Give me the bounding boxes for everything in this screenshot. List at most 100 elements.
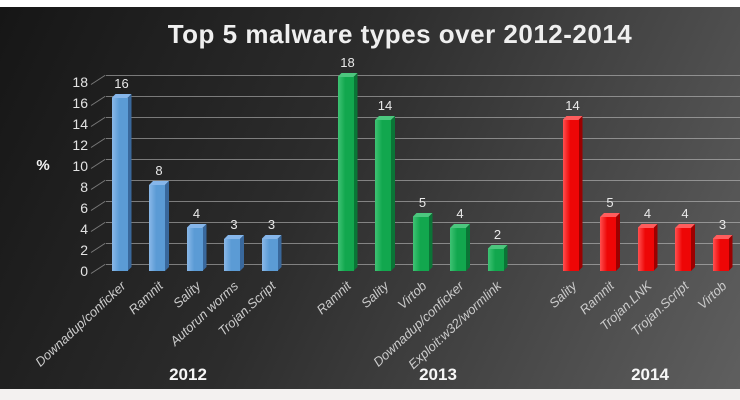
bar-top-face: [149, 181, 169, 185]
bar-top-face: [450, 224, 470, 228]
chart-title: Top 5 malware types over 2012-2014: [167, 19, 633, 49]
top-margin: [0, 0, 740, 7]
bar-value-label: 5: [606, 195, 614, 210]
bar-front-face: [412, 217, 429, 271]
gridline: [106, 201, 740, 202]
bar-side-face: [616, 213, 620, 271]
bar-front-face: [675, 228, 691, 271]
bar-front-face: [337, 77, 354, 271]
y-tick-label: 6: [80, 199, 88, 216]
year-label: 2012: [169, 365, 207, 384]
bar-value-label: 2: [493, 227, 502, 242]
bar-value-label: 3: [230, 217, 238, 232]
bar-top-face: [261, 235, 282, 239]
gridline: [106, 138, 740, 139]
bar-front-face: [375, 120, 391, 271]
bar-side-face: [691, 224, 695, 271]
year-label: 2014: [631, 365, 669, 384]
bar: [149, 181, 169, 271]
bar-front-face: [186, 228, 203, 271]
gridline-depth-tick: [90, 95, 106, 106]
gridline-depth-tick: [90, 116, 106, 127]
bar-front-face: [450, 228, 466, 271]
bar-top-face: [412, 213, 433, 217]
gridline-depth-tick: [90, 200, 106, 211]
bar-side-face: [466, 224, 470, 271]
bar-side-face: [503, 245, 508, 271]
bar-side-face: [202, 224, 207, 271]
bar: [675, 224, 695, 271]
bar-side-face: [240, 235, 244, 271]
bar-front-face: [600, 217, 616, 271]
y-tick-label: 12: [72, 136, 88, 153]
bar: [450, 224, 470, 271]
y-tick-label: 4: [80, 220, 88, 237]
bar-top-face: [562, 116, 583, 120]
gridline-depth-tick: [90, 179, 106, 190]
category-label: Downadup/conficker: [31, 278, 129, 370]
gridline: [106, 180, 740, 181]
category-label: Ramnit: [313, 278, 355, 318]
category-label: Sality: [545, 278, 580, 311]
bar: [224, 235, 244, 271]
bar-value-label: 18: [340, 55, 355, 70]
bar-value-label: 4: [456, 206, 464, 221]
bar-top-face: [186, 224, 207, 228]
bar-top-face: [375, 116, 395, 120]
year-label: 2013: [419, 365, 457, 384]
bar-top-face: [675, 224, 695, 228]
category-label: Virtob: [694, 278, 730, 313]
bar-side-face: [277, 235, 282, 271]
bar-side-face: [391, 116, 395, 271]
gridline-depth-tick: [90, 221, 106, 232]
bar-value-label: 4: [192, 206, 201, 221]
bar-value-label: 14: [377, 98, 393, 113]
bar-value-label: 14: [565, 98, 580, 113]
bar-front-face: [261, 239, 278, 271]
bar: [637, 224, 658, 271]
bar: [562, 116, 583, 271]
y-axis-label: %: [36, 157, 50, 174]
y-tick-label: 16: [72, 94, 88, 111]
bar-front-face: [487, 249, 504, 271]
bar-front-face: [111, 98, 128, 271]
y-tick-label: 8: [80, 178, 88, 195]
gridline-depth-tick: [90, 137, 106, 148]
bar-top-face: [111, 94, 132, 98]
bottom-margin: [0, 389, 740, 400]
bar-value-label: 8: [155, 163, 163, 178]
bar: [261, 235, 282, 271]
gridline: [106, 117, 740, 118]
bar-side-face: [353, 73, 358, 271]
bar: [111, 94, 132, 271]
bar: [600, 213, 620, 271]
y-tick-label: 2: [80, 241, 88, 258]
bar-value-label: 3: [267, 217, 276, 232]
category-label: Ramnit: [125, 278, 166, 318]
bar-front-face: [562, 120, 579, 271]
gridline: [106, 159, 740, 160]
bar-value-label: 4: [643, 206, 652, 221]
bar-side-face: [578, 116, 583, 271]
bar-top-face: [600, 213, 620, 217]
bar-side-face: [428, 213, 433, 271]
bar-top-face: [487, 245, 508, 249]
gridline-depth-tick: [90, 263, 106, 274]
bar-side-face: [728, 235, 733, 271]
bar-value-label: 4: [681, 206, 689, 221]
bar: [186, 224, 207, 271]
gridline: [106, 75, 740, 76]
bar: [412, 213, 433, 271]
gridline-depth-tick: [90, 242, 106, 253]
y-tick-label: 18: [72, 73, 88, 90]
bar-front-face: [224, 239, 240, 271]
bar-front-face: [637, 228, 654, 271]
bar-side-face: [653, 224, 658, 271]
bar-top-face: [712, 235, 733, 239]
bar-front-face: [712, 239, 729, 271]
bar-top-face: [224, 235, 244, 239]
bar-side-face: [127, 94, 132, 271]
bar-value-label: 5: [418, 195, 427, 210]
